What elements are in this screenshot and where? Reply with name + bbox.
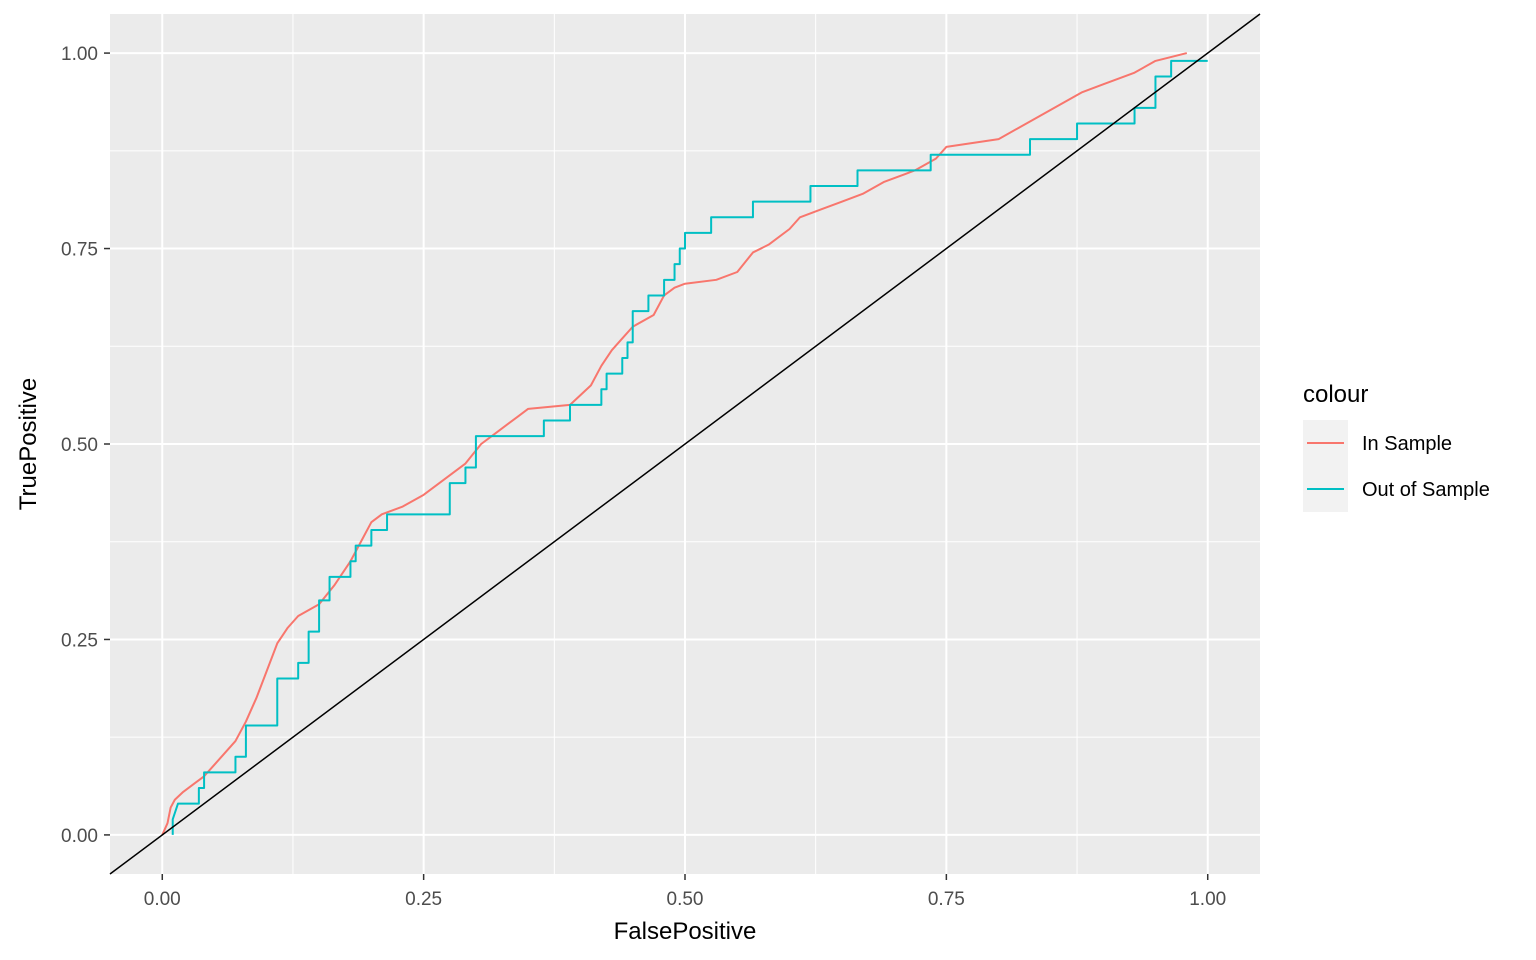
series-line-1 [171,59,1208,835]
x-tick-label: 0.00 [144,889,181,910]
legend-label: Out of Sample [1362,479,1490,501]
y-tick-label: 1.00 [61,44,98,65]
y-tick-label: 0.75 [61,240,98,261]
x-axis-ticks: 0.00 0.25 0.50 0.75 1.00 [144,874,1226,910]
y-tick-label: 0.25 [61,630,98,651]
y-axis-ticks: 0.00 0.25 0.50 0.75 1.00 [61,44,110,847]
x-tick-label: 1.00 [1189,889,1226,910]
x-tick-label: 0.75 [928,889,965,910]
x-axis-title: FalsePositive [614,918,757,945]
y-axis-title: TruePositive [15,378,42,511]
legend-items: In Sample Out of Sample [1303,420,1490,512]
legend: colour In Sample Out of Sample [1303,381,1490,512]
x-tick-label: 0.25 [405,889,442,910]
legend-label: In Sample [1362,433,1452,455]
y-tick-label: 0.00 [61,826,98,847]
legend-title: colour [1303,381,1368,408]
series-lines [161,52,1208,836]
series-line-0 [161,52,1188,836]
x-tick-label: 0.50 [667,889,704,910]
diagonal-reference-line [109,13,1261,875]
y-tick-label: 0.50 [61,435,98,456]
